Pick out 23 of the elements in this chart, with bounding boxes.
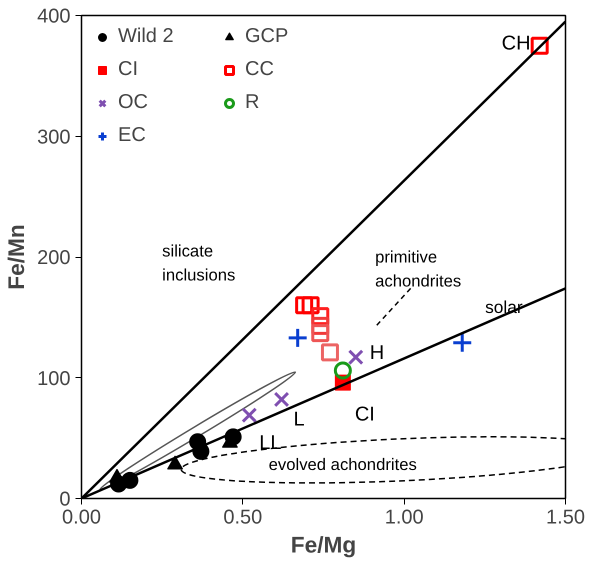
legend-label: CC <box>245 58 275 81</box>
annotation: silicate inclusions <box>162 241 236 285</box>
legend-label: Wild 2 <box>118 25 175 48</box>
legend-label: GCP <box>245 25 290 48</box>
legend-label: EC <box>118 124 147 147</box>
y-tick-label: 100 <box>37 368 71 390</box>
y-tick-label: 400 <box>37 6 71 28</box>
y-tick-label: 200 <box>37 247 71 269</box>
x-tick-label: 0.50 <box>223 506 262 528</box>
annotation: CH <box>502 32 531 55</box>
x-axis-title: Fe/Mg <box>290 532 356 558</box>
y-axis-title: Fe/Mn <box>3 224 30 290</box>
annotation: L <box>294 408 305 430</box>
x-tick-label: 1.50 <box>546 506 585 528</box>
y-tick-label: 300 <box>37 126 71 148</box>
annotation: evolved achondrites <box>268 455 417 474</box>
annotation: primitive achondrites <box>375 248 462 291</box>
legend-label: OC <box>118 91 149 114</box>
legend-label: R <box>245 91 260 114</box>
annotation: CI <box>354 404 375 426</box>
legend-label: CI <box>118 58 139 81</box>
annotation: H <box>370 342 384 364</box>
x-tick-label: 1.00 <box>384 506 424 528</box>
